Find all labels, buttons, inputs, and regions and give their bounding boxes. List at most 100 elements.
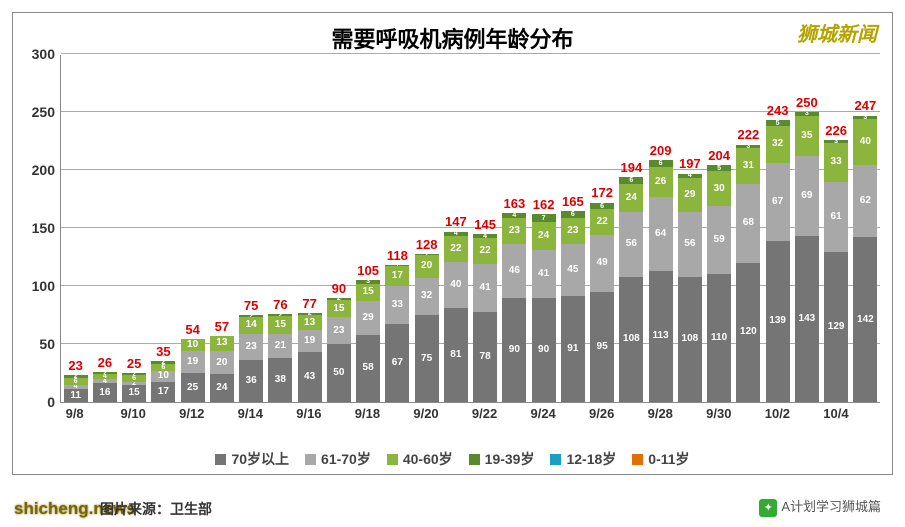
segment-40-60: 6 [64, 378, 88, 385]
legend-item-70+: 70岁以上 [215, 449, 289, 469]
segment-61-70: 10 [151, 371, 175, 383]
segment-40-60: 6 [151, 364, 175, 371]
bar-9/28: 11364266209 [646, 55, 675, 402]
x-tick [733, 406, 762, 421]
total-label: 163 [504, 196, 526, 211]
bar-9/9: 1644226 [90, 55, 119, 402]
segment-40-60: 10 [181, 339, 205, 351]
x-tick: 9/22 [470, 406, 499, 421]
bar-9/23: 9046234163 [500, 55, 529, 402]
x-tick: 9/20 [411, 406, 440, 421]
chart-title: 需要呼吸机病例年龄分布 [0, 22, 905, 54]
total-label: 75 [244, 298, 258, 313]
segment-61-70: 32 [415, 278, 439, 315]
segment-40-60: 15 [356, 284, 380, 301]
bar-10/2: 13967325243 [763, 55, 792, 402]
y-tick: 200 [13, 162, 55, 178]
y-tick: 50 [13, 336, 55, 352]
bar-9/10: 1526225 [120, 55, 149, 402]
segment-70+: 108 [619, 277, 643, 402]
total-label: 247 [855, 98, 877, 113]
x-tick: 9/14 [236, 406, 265, 421]
segment-61-70: 59 [707, 206, 731, 274]
segment-61-70: 49 [590, 235, 614, 292]
total-label: 194 [621, 160, 643, 175]
segment-40-60: 31 [736, 148, 760, 184]
segment-19-39: 6 [561, 211, 585, 218]
total-label: 145 [474, 217, 496, 232]
x-tick: 10/4 [821, 406, 850, 421]
total-label: 209 [650, 143, 672, 158]
segment-40-60: 29 [678, 178, 702, 212]
segment-61-70: 69 [795, 156, 819, 236]
segment-61-70: 64 [649, 197, 673, 271]
segment-61-70: 29 [356, 301, 380, 335]
x-tick [89, 406, 118, 421]
total-label: 76 [273, 297, 287, 312]
footer-right: ✦A计划学习狮城篇 [759, 496, 881, 517]
segment-70+: 95 [590, 292, 614, 402]
total-label: 243 [767, 103, 789, 118]
legend-swatch [632, 454, 643, 465]
segment-40-60: 30 [707, 171, 731, 206]
segment-61-70: 20 [210, 351, 234, 374]
y-tick: 0 [13, 394, 55, 410]
total-label: 54 [185, 322, 199, 337]
total-label: 204 [708, 148, 730, 163]
segment-61-70: 23 [239, 334, 263, 361]
segment-40-60: 17 [385, 266, 409, 286]
legend-swatch [469, 454, 480, 465]
legend-swatch [550, 454, 561, 465]
x-tick [499, 406, 528, 421]
segment-61-70: 33 [385, 286, 409, 324]
bar-9/14: 362314275 [237, 55, 266, 402]
bar-9/30: 11059305204 [705, 55, 734, 402]
segment-61-70: 41 [532, 250, 556, 298]
bar-9/16: 431913277 [295, 55, 324, 402]
legend-item-61-70: 61-70岁 [305, 449, 371, 469]
segment-40-60: 22 [444, 236, 468, 262]
segment-61-70: 23 [327, 317, 351, 344]
bar-9/21: 8140224147 [441, 55, 470, 402]
segment-19-39: 6 [590, 203, 614, 210]
total-label: 165 [562, 194, 584, 209]
bar-9/19: 6733171118 [383, 55, 412, 402]
segment-61-70: 56 [678, 212, 702, 277]
segment-70+: 16 [93, 383, 117, 402]
x-tick: 9/24 [529, 406, 558, 421]
total-label: 23 [68, 358, 82, 373]
x-tick [206, 406, 235, 421]
total-label: 26 [98, 355, 112, 370]
segment-40-60: 24 [619, 184, 643, 212]
legend-item-40-60: 40-60岁 [387, 449, 453, 469]
x-tick: 9/26 [587, 406, 616, 421]
y-tick: 300 [13, 46, 55, 62]
segment-61-70: 45 [561, 244, 585, 296]
x-tick: 10/2 [763, 406, 792, 421]
segment-61-70: 21 [268, 334, 292, 358]
x-tick [616, 406, 645, 421]
segment-70+: 143 [795, 236, 819, 402]
segment-40-60: 23 [561, 218, 585, 245]
bar-9/11: 17106235 [149, 55, 178, 402]
segment-70+: 58 [356, 335, 380, 402]
segment-19-39: 6 [619, 177, 643, 184]
segment-40-60: 22 [473, 238, 497, 264]
total-label: 90 [332, 281, 346, 296]
bar-10/5: 14262403247 [851, 55, 880, 402]
segment-61-70: 40 [444, 262, 468, 308]
x-tick: 9/28 [646, 406, 675, 421]
segment-40-60: 22 [590, 209, 614, 235]
segment-70+: 90 [502, 298, 526, 402]
bar-10/3: 14369353250 [792, 55, 821, 402]
x-tick [265, 406, 294, 421]
total-label: 25 [127, 356, 141, 371]
bar-9/27: 10856246194 [617, 55, 646, 402]
wechat-icon: ✦ [759, 499, 777, 517]
footer-source-caption: 图片来源：卫生部 [100, 499, 212, 519]
x-tick: 9/12 [177, 406, 206, 421]
x-tick [382, 406, 411, 421]
segment-40-60: 13 [298, 315, 322, 330]
total-label: 226 [825, 123, 847, 138]
segment-61-70: 62 [853, 165, 877, 237]
